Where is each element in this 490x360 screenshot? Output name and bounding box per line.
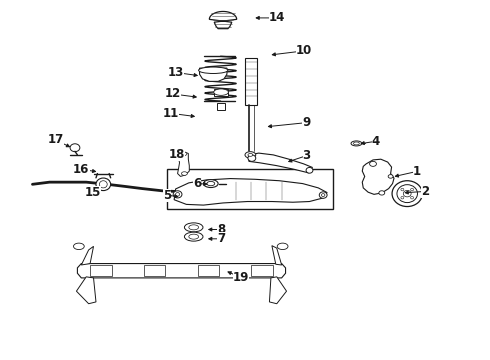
Polygon shape: [199, 68, 227, 81]
Ellipse shape: [189, 234, 198, 239]
Ellipse shape: [70, 144, 80, 152]
Text: 16: 16: [73, 163, 90, 176]
Ellipse shape: [277, 243, 288, 249]
Ellipse shape: [411, 197, 414, 199]
Polygon shape: [249, 153, 313, 173]
Ellipse shape: [173, 191, 182, 198]
Polygon shape: [209, 12, 237, 29]
Text: 14: 14: [269, 12, 285, 24]
Text: 7: 7: [218, 232, 225, 245]
Text: 17: 17: [48, 133, 64, 146]
Polygon shape: [217, 103, 225, 110]
Polygon shape: [270, 277, 287, 304]
Text: 8: 8: [218, 223, 226, 236]
Ellipse shape: [351, 141, 362, 146]
Ellipse shape: [306, 167, 313, 173]
Text: 3: 3: [302, 149, 311, 162]
Polygon shape: [77, 264, 286, 278]
Polygon shape: [362, 159, 394, 194]
Bar: [197, 265, 219, 276]
Bar: [251, 265, 273, 276]
Ellipse shape: [319, 192, 327, 198]
Text: 18: 18: [169, 148, 185, 161]
Text: 5: 5: [163, 189, 171, 202]
Ellipse shape: [203, 180, 218, 188]
Polygon shape: [76, 277, 96, 304]
Ellipse shape: [353, 142, 359, 145]
Text: 9: 9: [302, 116, 311, 129]
Ellipse shape: [403, 190, 411, 197]
Text: 10: 10: [295, 44, 312, 57]
Ellipse shape: [411, 188, 414, 191]
Text: 11: 11: [163, 107, 179, 120]
Text: 19: 19: [233, 271, 249, 284]
Ellipse shape: [379, 191, 385, 195]
Ellipse shape: [248, 155, 256, 161]
Ellipse shape: [175, 193, 179, 196]
Ellipse shape: [96, 178, 111, 190]
Text: 2: 2: [421, 185, 429, 198]
Text: 15: 15: [84, 186, 101, 199]
Text: 12: 12: [165, 87, 181, 100]
Ellipse shape: [248, 153, 253, 156]
Ellipse shape: [397, 185, 417, 203]
Ellipse shape: [181, 152, 187, 156]
Bar: [90, 265, 112, 276]
Polygon shape: [245, 58, 257, 105]
Polygon shape: [174, 179, 327, 205]
Ellipse shape: [99, 181, 107, 188]
Polygon shape: [214, 89, 228, 96]
Text: 6: 6: [193, 177, 201, 190]
Ellipse shape: [207, 181, 215, 186]
Ellipse shape: [74, 243, 84, 249]
Text: 1: 1: [413, 165, 421, 178]
Text: 4: 4: [372, 135, 380, 148]
Ellipse shape: [245, 152, 256, 158]
Ellipse shape: [181, 172, 187, 175]
Polygon shape: [81, 246, 94, 265]
Ellipse shape: [189, 225, 198, 230]
Bar: [167, 169, 333, 209]
Ellipse shape: [401, 188, 404, 191]
Ellipse shape: [401, 197, 404, 199]
Ellipse shape: [214, 89, 228, 95]
Ellipse shape: [321, 194, 325, 197]
Ellipse shape: [392, 181, 422, 207]
Bar: [144, 265, 165, 276]
Ellipse shape: [198, 67, 228, 73]
Polygon shape: [272, 246, 282, 265]
Ellipse shape: [388, 175, 393, 178]
Polygon shape: [177, 152, 189, 176]
Ellipse shape: [369, 161, 376, 166]
Text: 13: 13: [168, 66, 184, 79]
Ellipse shape: [184, 223, 203, 232]
Ellipse shape: [184, 232, 203, 241]
